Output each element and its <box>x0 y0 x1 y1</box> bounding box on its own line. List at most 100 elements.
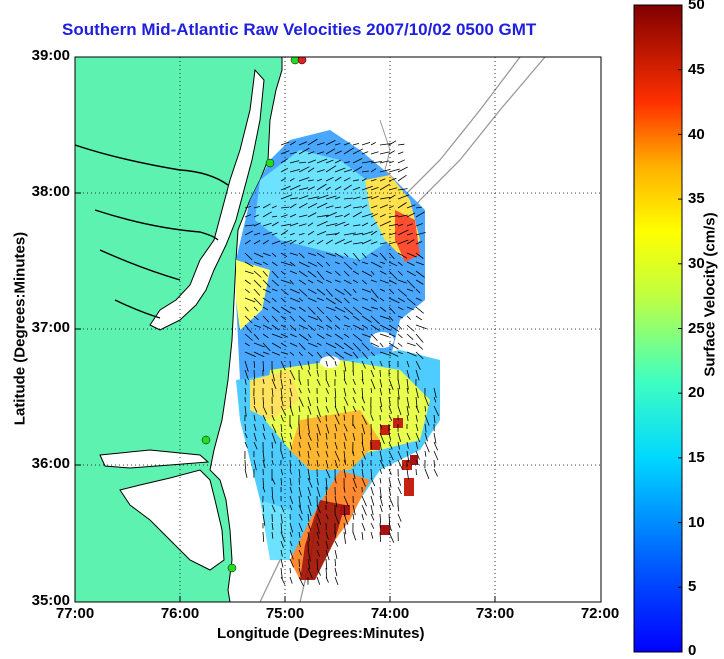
velocity-vector <box>415 423 419 432</box>
velocity-vector <box>298 450 301 457</box>
velocity-vector <box>397 459 403 470</box>
velocity-vector <box>271 315 278 322</box>
velocity-vector <box>253 351 265 358</box>
velocity-vector <box>244 239 251 245</box>
velocity-vector <box>280 396 284 407</box>
velocity-vector <box>325 549 330 561</box>
velocity-vector <box>433 441 438 451</box>
velocity-vector <box>262 351 270 355</box>
velocity-vector <box>424 441 430 453</box>
velocity-vector <box>307 324 315 332</box>
velocity-vector <box>271 297 277 303</box>
velocity-vector <box>352 324 364 331</box>
velocity-vector <box>361 231 373 236</box>
colorbar-tick-label: 15 <box>688 449 705 466</box>
chesapeake-bay <box>149 68 265 331</box>
velocity-vector <box>244 206 252 209</box>
velocity-vector <box>325 558 328 570</box>
velocity-vector <box>316 270 325 280</box>
velocity-vector <box>298 360 303 370</box>
velocity-vector <box>316 396 318 404</box>
velocity-vector <box>298 177 310 182</box>
velocity-vector <box>406 351 417 357</box>
colorbar-tick-label: 10 <box>688 514 705 531</box>
velocity-vector <box>334 261 340 265</box>
velocity-vector <box>307 423 310 434</box>
velocity-vector <box>325 567 328 579</box>
velocity-vector <box>253 342 265 348</box>
velocity-vector <box>406 396 410 409</box>
velocity-vector <box>370 531 374 539</box>
velocity-vector <box>379 486 382 499</box>
velocity-vector <box>361 477 366 487</box>
velocity-vector <box>352 450 355 457</box>
velocity-vector <box>307 504 312 517</box>
x-tick-label: 73:00 <box>475 605 515 622</box>
velocity-vector <box>334 342 345 350</box>
velocity-vector <box>307 468 311 480</box>
velocity-vector <box>361 261 369 265</box>
velocity-vector <box>343 240 353 245</box>
velocity-vector <box>280 194 293 200</box>
velocity-vector <box>244 333 253 341</box>
velocity-vector <box>370 441 372 450</box>
velocity-vector <box>370 279 377 283</box>
velocity-vector <box>343 223 350 227</box>
velocity-vector <box>325 477 328 490</box>
velocity-vector <box>307 405 312 415</box>
velocity-vector <box>397 202 407 209</box>
velocity-vector <box>415 441 418 449</box>
velocity-vector <box>379 160 390 164</box>
velocity-vector <box>271 288 278 292</box>
velocity-vector <box>352 224 361 227</box>
velocity-vector <box>298 288 308 297</box>
velocity-vector <box>397 513 402 522</box>
velocity-vector <box>244 306 249 312</box>
velocity-vector <box>433 414 436 424</box>
velocity-vector <box>280 351 289 355</box>
velocity-vector <box>253 432 257 442</box>
velocity-vector <box>415 315 423 321</box>
velocity-vector <box>271 378 277 390</box>
velocity-vector <box>307 179 314 182</box>
velocity-vector <box>415 279 424 285</box>
velocity-vector <box>424 396 429 407</box>
velocity-vector <box>298 387 302 394</box>
y-tick-label: 36:00 <box>31 455 70 472</box>
velocity-vector <box>388 205 394 209</box>
velocity-vector <box>262 324 272 330</box>
velocity-vector <box>343 204 352 209</box>
velocity-vector <box>253 261 262 266</box>
velocity-vector <box>415 270 425 278</box>
velocity-vector <box>397 174 407 182</box>
velocity-vector <box>388 504 392 511</box>
velocity-vector <box>343 161 350 164</box>
velocity-vector <box>388 513 391 526</box>
velocity-vector <box>370 333 378 341</box>
velocity-vector <box>289 333 297 338</box>
velocity-vector <box>271 215 278 218</box>
velocity-vector <box>325 513 329 520</box>
velocity-vector <box>352 270 360 275</box>
velocity-vector <box>424 450 427 457</box>
velocity-vector <box>379 178 386 182</box>
velocity-vector <box>289 558 294 568</box>
velocity-vector <box>343 531 346 544</box>
velocity-vector <box>334 423 338 432</box>
velocity-vector <box>343 288 352 296</box>
velocity-vector <box>262 252 271 257</box>
velocity-vector <box>406 212 416 218</box>
velocity-vector <box>379 450 383 462</box>
velocity-vector <box>388 351 399 357</box>
velocity-vector <box>388 486 391 496</box>
velocity-vector <box>325 396 327 403</box>
velocity-vector <box>343 396 349 406</box>
velocity-vector <box>280 432 284 443</box>
velocity-vector <box>289 360 291 368</box>
velocity-vector <box>361 414 368 425</box>
velocity-vector <box>307 396 312 407</box>
velocity-vector <box>433 396 437 403</box>
velocity-vector <box>343 369 346 380</box>
velocity-vector <box>280 477 283 486</box>
velocity-vector <box>307 212 317 218</box>
